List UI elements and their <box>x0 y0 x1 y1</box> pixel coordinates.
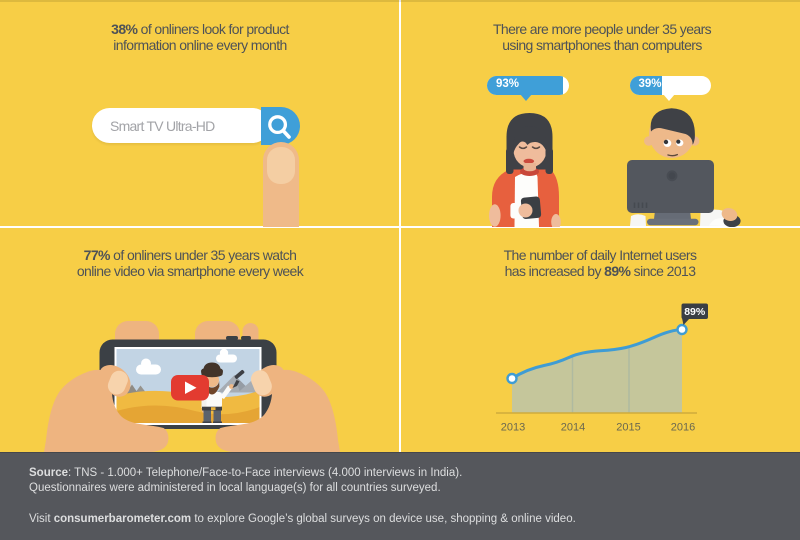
svg-text:2013: 2013 <box>501 422 525 434</box>
svg-text:2016: 2016 <box>671 422 695 434</box>
svg-text:89%: 89% <box>684 306 706 318</box>
svg-text:2015: 2015 <box>616 422 640 434</box>
svg-text:2014: 2014 <box>561 422 585 434</box>
